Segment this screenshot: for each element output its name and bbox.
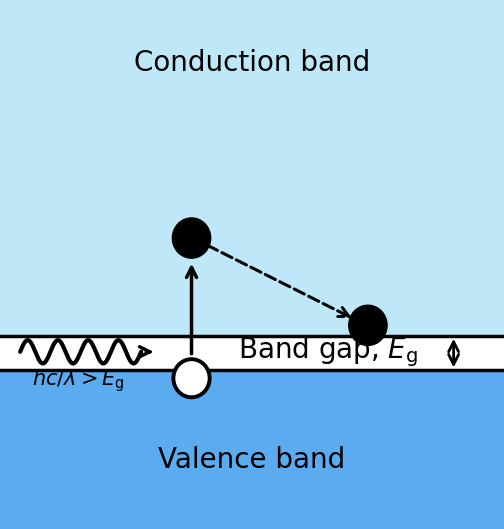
Text: Band gap, $E_{\mathrm{g}}$: Band gap, $E_{\mathrm{g}}$ [237, 334, 418, 369]
Text: Conduction band: Conduction band [134, 50, 370, 77]
Text: Valence band: Valence band [158, 446, 346, 474]
Circle shape [172, 218, 211, 258]
Bar [0, 0, 504, 336]
Text: $hc/\lambda>E_{\mathrm{g}}$: $hc/\lambda>E_{\mathrm{g}}$ [32, 368, 124, 394]
Bar [0, 370, 504, 529]
Circle shape [349, 305, 387, 345]
Circle shape [173, 359, 210, 397]
